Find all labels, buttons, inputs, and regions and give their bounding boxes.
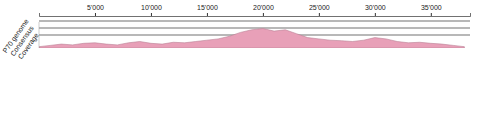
x-tick-mark	[431, 13, 432, 16]
x-tick-mark	[151, 13, 152, 16]
x-tick-label: 30'000	[365, 4, 386, 11]
x-tick-label: 25'000	[309, 4, 330, 11]
coverage-area	[39, 29, 464, 49]
x-tick-mark	[95, 13, 96, 16]
x-tick: 30'000	[365, 4, 386, 16]
x-tick: 35'000	[421, 4, 442, 16]
track-label: Coverage	[17, 31, 41, 61]
x-tick-mark	[375, 13, 376, 16]
x-tick-label: 5'000	[87, 4, 104, 11]
x-tick-label: 10'000	[141, 4, 162, 11]
track-line	[39, 21, 470, 22]
x-tick: 20'000	[253, 4, 274, 16]
x-tick: 5'000	[87, 4, 104, 16]
x-tick-mark	[207, 13, 208, 16]
chart: 5'000 10'000 15'000 20'000 25'000 30'000 35'00…	[0, 0, 500, 126]
x-axis: 5'000 10'000 15'000 20'000 25'000 30'000 35'00…	[40, 4, 471, 17]
x-tick-label: 15'000	[197, 4, 218, 11]
x-tick-mark	[263, 13, 264, 16]
x-tick-label: 35'000	[421, 4, 442, 11]
x-axis-line	[40, 13, 471, 17]
x-tick: 25'000	[309, 4, 330, 16]
x-tick-label: 20'000	[253, 4, 274, 11]
x-tick-mark	[319, 13, 320, 16]
track-line	[39, 28, 470, 29]
x-tick: 15'000	[197, 4, 218, 16]
x-tick: 10'000	[141, 4, 162, 16]
plot-area	[39, 29, 464, 49]
